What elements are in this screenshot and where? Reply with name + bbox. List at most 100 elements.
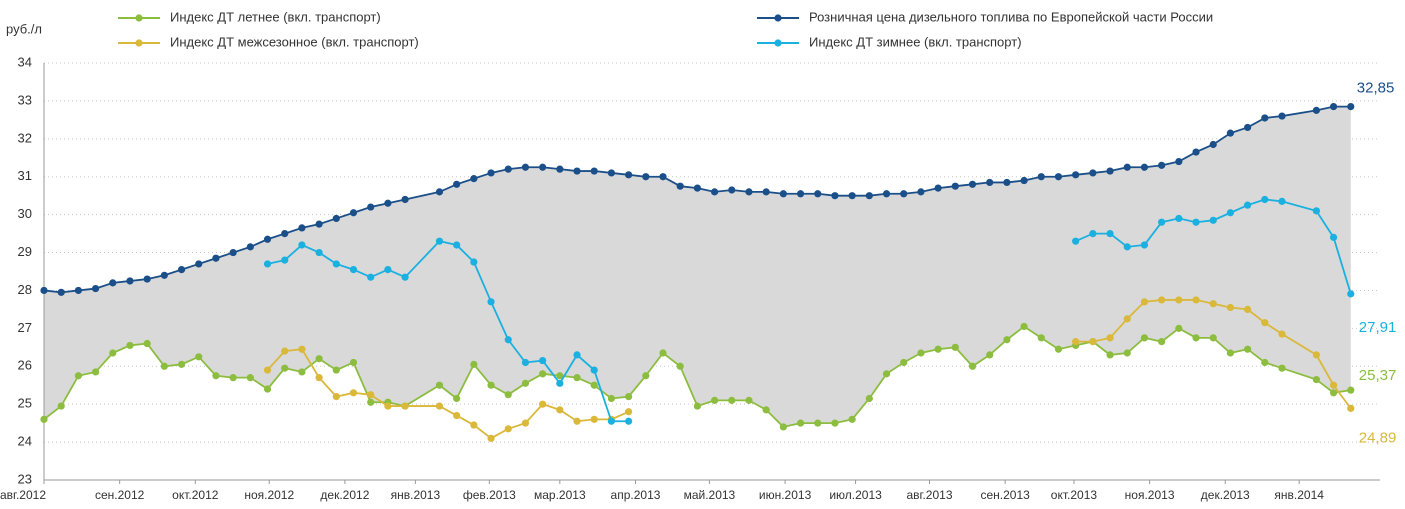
x-tick-label: окт.2012: [172, 488, 219, 502]
series-point: [951, 343, 959, 351]
series-point: [710, 188, 719, 196]
series-point: [1192, 218, 1200, 226]
series-point: [1261, 114, 1269, 122]
series-point: [1158, 161, 1166, 169]
series-point: [625, 408, 633, 416]
series-point: [539, 370, 547, 378]
series-point: [126, 341, 134, 350]
series-point: [1278, 364, 1286, 372]
legend-label: Индекс ДТ зимнее (вкл. транспорт): [809, 34, 1022, 49]
y-tick-label: 23: [18, 471, 32, 486]
series-point: [1106, 167, 1114, 175]
y-tick-label: 30: [18, 206, 32, 221]
series-point: [367, 391, 375, 399]
series-point: [625, 417, 633, 425]
y-tick-label: 31: [18, 168, 32, 183]
series-point: [728, 186, 736, 194]
series-point: [1329, 102, 1338, 111]
series-point: [263, 260, 272, 268]
series-point: [40, 286, 48, 295]
series-point: [453, 394, 461, 403]
series-point: [556, 372, 564, 380]
series-point: [384, 266, 392, 274]
x-tick-label: сен.2013: [980, 488, 1030, 502]
series-point: [160, 271, 168, 279]
series-point: [298, 241, 306, 249]
series-point: [470, 258, 478, 266]
series-point: [573, 417, 581, 425]
value-label: 27,91: [1359, 319, 1397, 336]
series-point: [848, 415, 856, 423]
x-tick-label: апр.2013: [611, 488, 661, 502]
series-point: [556, 379, 564, 387]
series-point: [1140, 298, 1149, 306]
series-point: [900, 358, 908, 367]
series-point: [968, 362, 977, 370]
series-point: [573, 167, 581, 175]
legend-label: Индекс ДТ межсезонное (вкл. транспорт): [170, 34, 419, 49]
series-point: [1192, 148, 1200, 156]
series-point: [1089, 229, 1097, 238]
series-point: [521, 358, 530, 367]
series-point: [1261, 358, 1269, 367]
series-point: [74, 286, 82, 295]
y-tick-label: 29: [18, 244, 32, 259]
series-point: [1175, 157, 1183, 166]
series-point: [865, 192, 873, 200]
series-point: [934, 184, 942, 192]
series-point: [195, 353, 203, 361]
series-point: [384, 199, 392, 207]
series-point: [676, 182, 684, 190]
series-point: [1072, 237, 1080, 245]
series-point: [590, 415, 598, 423]
series-point: [332, 214, 340, 223]
series-point: [728, 396, 736, 404]
value-label: 25,37: [1359, 367, 1397, 384]
series-point: [1312, 375, 1320, 384]
series-point: [1054, 345, 1063, 353]
x-tick-label: мар.2013: [534, 488, 586, 502]
series-point: [504, 425, 512, 433]
series-point: [1158, 218, 1166, 226]
series-point: [453, 180, 461, 188]
series-point: [74, 372, 82, 380]
series-point: [453, 241, 461, 249]
series-point: [607, 417, 616, 425]
series-point: [1158, 338, 1166, 346]
series-point: [1140, 241, 1149, 249]
series-point: [762, 406, 770, 414]
value-label: 32,85: [1357, 80, 1395, 97]
series-point: [1003, 178, 1011, 187]
series-point: [332, 260, 340, 268]
series-point: [1140, 334, 1149, 342]
x-tick-label: янв.2014: [1274, 488, 1324, 502]
series-point: [332, 366, 340, 374]
series-point: [91, 284, 100, 293]
series-point: [1209, 216, 1217, 224]
series-point: [1106, 351, 1114, 359]
series-point: [1329, 381, 1338, 389]
series-point: [315, 374, 323, 382]
series-point: [1140, 163, 1149, 171]
series-point: [1347, 290, 1355, 298]
series-point: [401, 195, 409, 204]
series-point: [229, 374, 237, 382]
legend-marker: [135, 39, 143, 47]
y-axis-label: руб./л: [6, 21, 42, 36]
series-line: [1075, 299, 1352, 409]
series-point: [1192, 334, 1200, 342]
y-tick-label: 32: [18, 130, 32, 145]
series-point: [762, 188, 770, 196]
series-point: [1226, 349, 1235, 357]
series-point: [453, 411, 461, 420]
series-point: [57, 288, 65, 296]
series-point: [556, 406, 564, 414]
series-point: [986, 178, 994, 187]
series-point: [298, 368, 306, 376]
series-point: [882, 370, 891, 378]
series-point: [1347, 102, 1355, 111]
series-point: [1192, 296, 1200, 304]
series-point: [367, 273, 375, 281]
series-point: [487, 298, 495, 306]
